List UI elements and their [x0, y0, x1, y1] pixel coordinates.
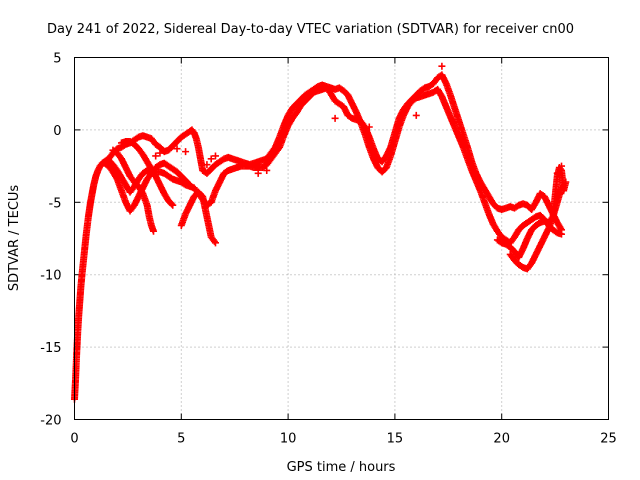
data-point	[562, 178, 570, 186]
marks-layer	[71, 62, 570, 403]
y-tick-label: 0	[53, 124, 61, 139]
data-point	[210, 237, 218, 245]
x-tick-label: 5	[177, 432, 185, 447]
series-track-2	[105, 71, 566, 234]
y-tick-label: -20	[40, 414, 61, 429]
data-point	[211, 239, 219, 247]
data-point	[331, 114, 339, 122]
data-point	[365, 123, 373, 131]
series-track-4	[109, 146, 158, 235]
x-tick-label: 0	[70, 432, 78, 447]
y-tick-label: -5	[49, 196, 62, 211]
data-point	[412, 111, 420, 119]
plot-frame	[74, 57, 609, 420]
data-point	[150, 227, 158, 235]
series-track-3	[100, 159, 194, 215]
data-point	[203, 161, 211, 169]
series-track-8	[493, 184, 566, 261]
x-axis-label: GPS time / hours	[287, 460, 396, 475]
y-tick-label: 5	[53, 52, 61, 67]
data-point	[438, 62, 446, 70]
data-point	[169, 201, 177, 209]
x-tick-label: 10	[280, 432, 297, 447]
data-point	[207, 155, 215, 163]
series-track-6	[177, 188, 219, 247]
y-axis-label: SDTVAR / TECUs	[7, 185, 22, 292]
data-point	[182, 148, 190, 156]
chart-title: Day 241 of 2022, Sidereal Day-to-day VTE…	[47, 22, 574, 37]
data-point	[557, 224, 565, 232]
data-point	[168, 200, 176, 208]
data-point	[152, 152, 160, 160]
data-point	[254, 169, 262, 177]
data-point	[173, 145, 181, 153]
series-track-5	[117, 137, 177, 209]
series-track-main	[71, 81, 566, 403]
data-point	[558, 162, 566, 170]
data-point	[156, 149, 164, 157]
data-point	[186, 181, 194, 189]
data-point	[558, 226, 566, 234]
data-point	[211, 152, 219, 160]
x-tick-label: 25	[600, 432, 617, 447]
tick-layer: 0 5 10 15 20 25 -20 -15 -10 -5 0 5	[40, 52, 617, 447]
data-point	[558, 184, 566, 192]
series-isolated	[152, 62, 566, 177]
data-point	[553, 169, 561, 177]
y-tick-label: -10	[40, 269, 61, 284]
y-tick-label: -15	[40, 341, 61, 356]
x-tick-label: 20	[493, 432, 510, 447]
data-point	[263, 166, 271, 174]
data-point	[185, 180, 193, 188]
x-tick-label: 15	[387, 432, 404, 447]
